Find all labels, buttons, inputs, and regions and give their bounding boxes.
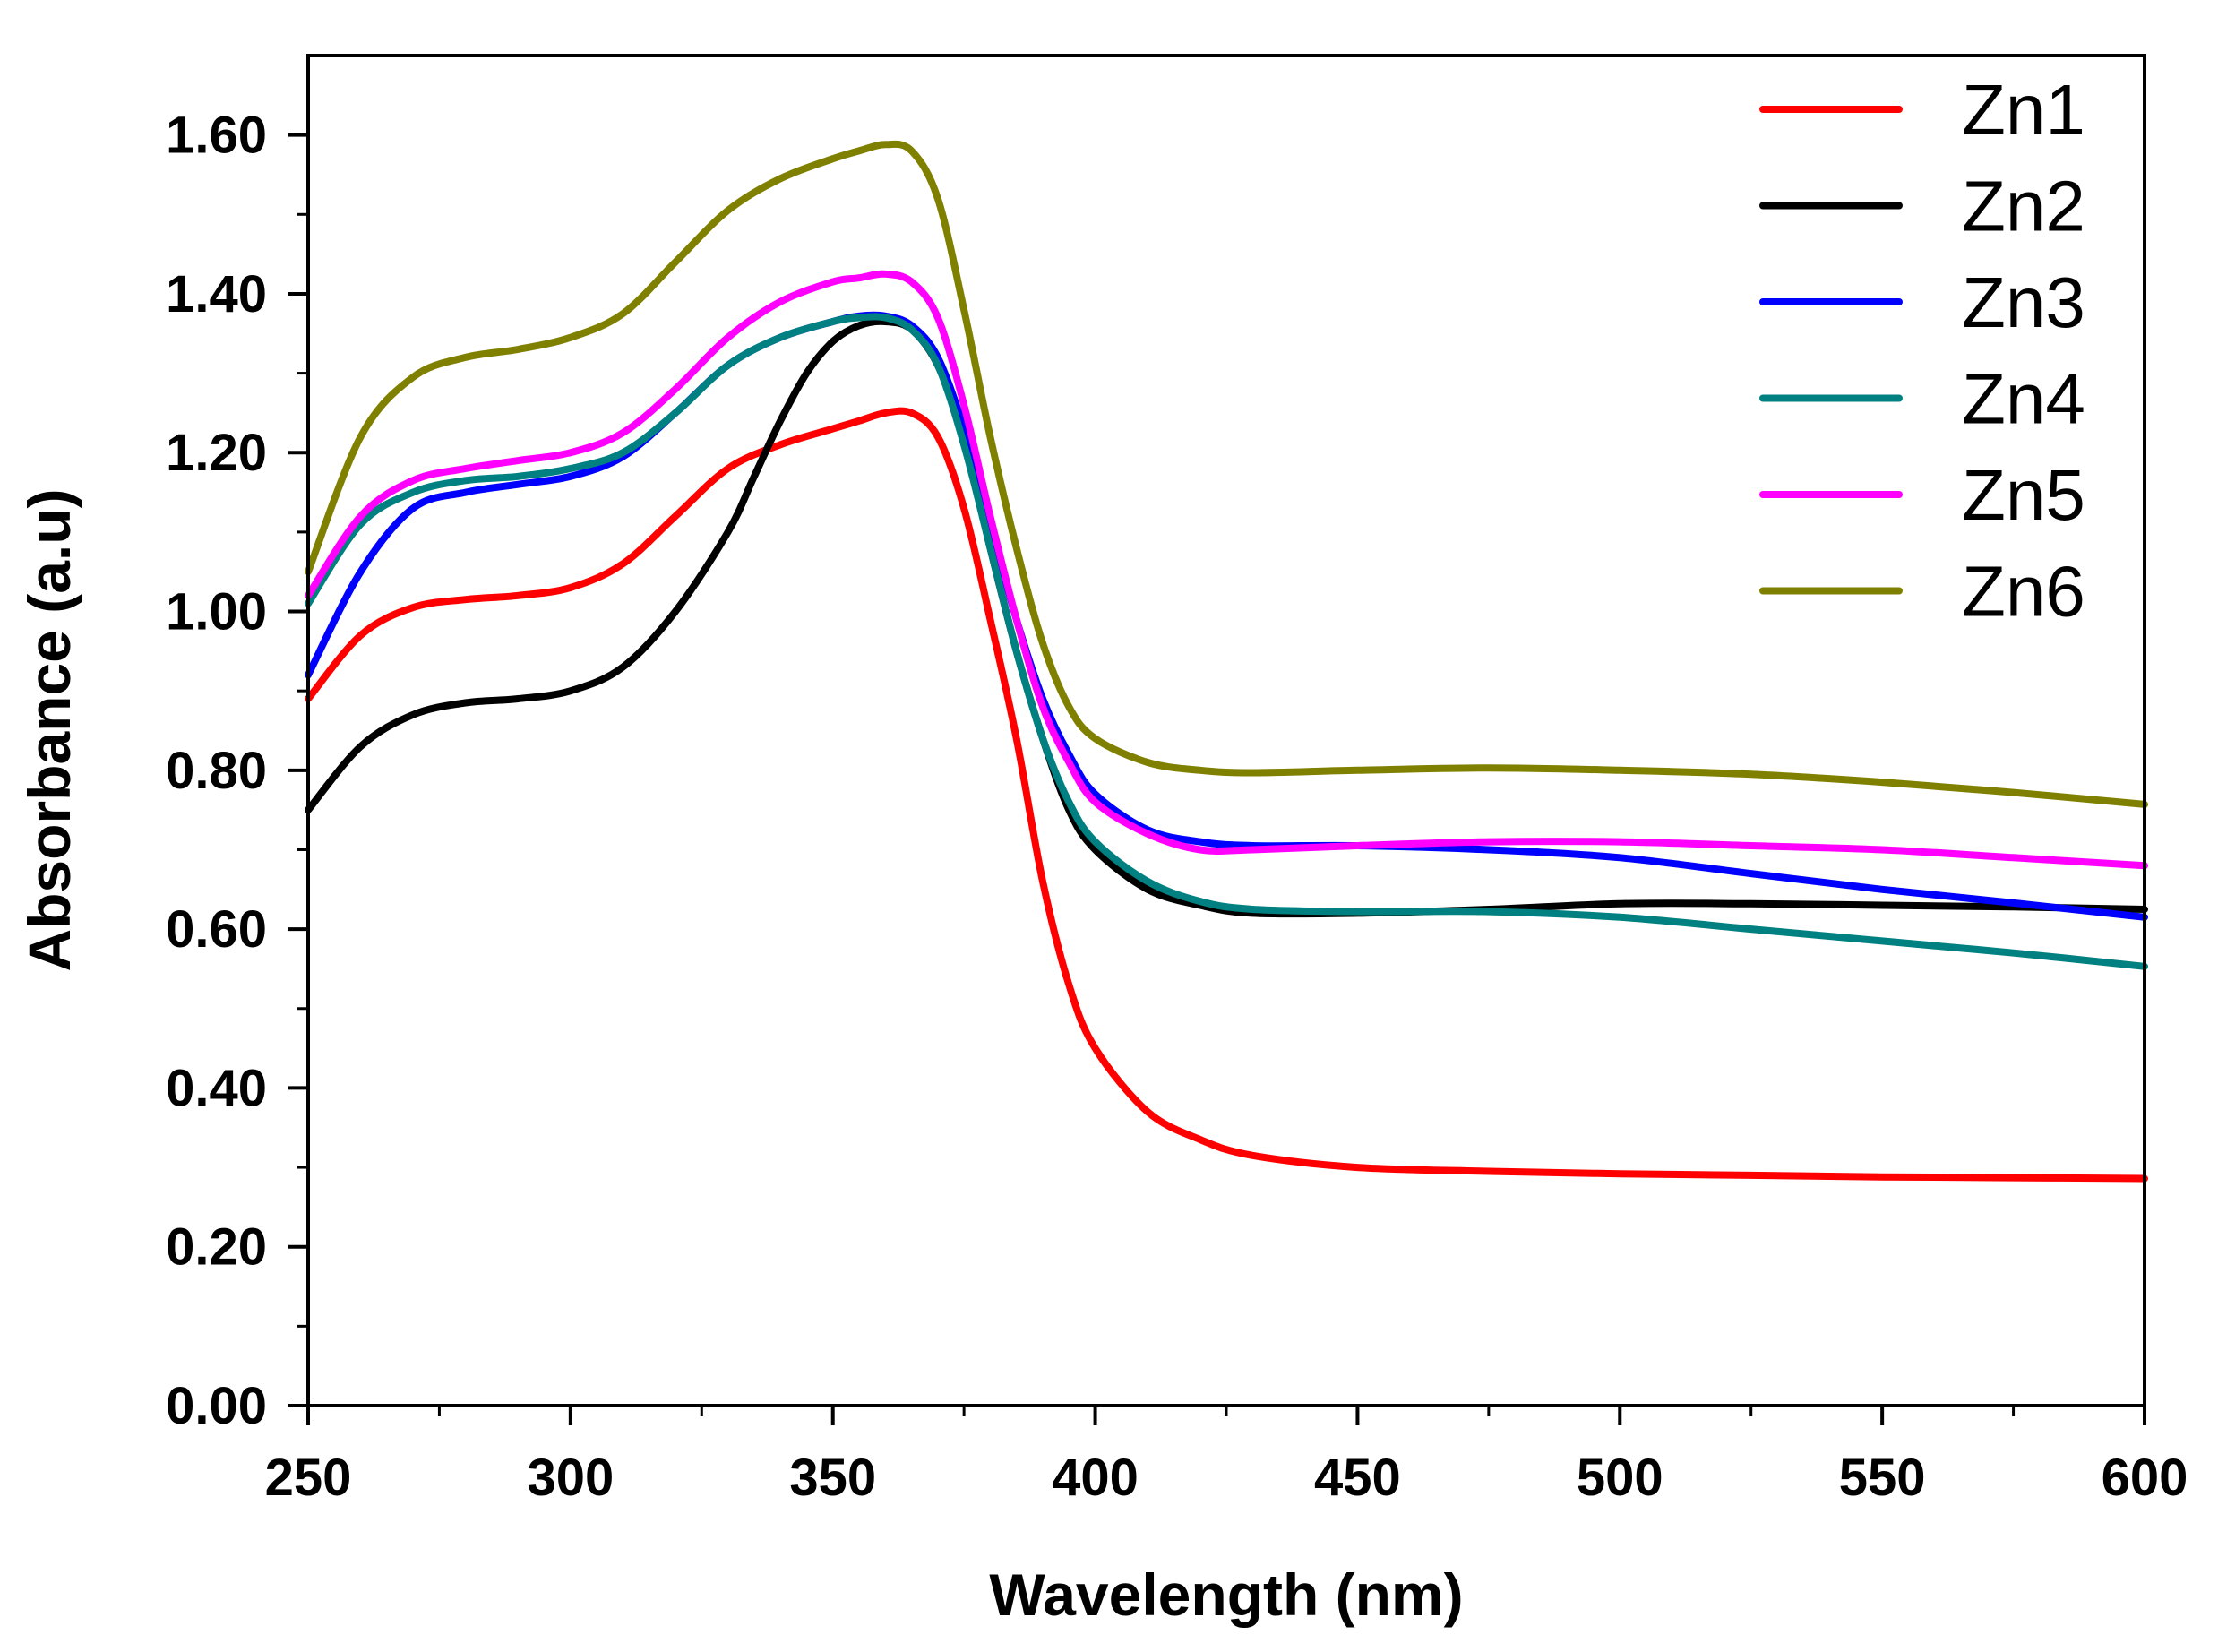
legend-label-zn1: Zn1 xyxy=(1962,70,2085,150)
legend-label-zn4: Zn4 xyxy=(1962,359,2085,439)
y-tick-label: 0.80 xyxy=(166,742,267,800)
legend-label-zn5: Zn5 xyxy=(1962,455,2085,535)
y-tick-label: 1.60 xyxy=(166,107,267,165)
legend-label-zn2: Zn2 xyxy=(1962,167,2085,246)
series-line-zn5 xyxy=(305,270,2148,870)
y-axis-title: Absorbance (a.u) xyxy=(16,488,82,971)
y-tick-label: 0.40 xyxy=(166,1059,267,1117)
series-line-zn6 xyxy=(305,140,2148,808)
legend-label-zn3: Zn3 xyxy=(1962,262,2085,342)
y-tick-label: 0.20 xyxy=(166,1218,267,1277)
series-line-zn1 xyxy=(305,407,2148,1183)
legend-label-zn6: Zn6 xyxy=(1962,552,2085,632)
series-line-zn4 xyxy=(305,313,2148,970)
x-axis-title: Wavelength (nm) xyxy=(989,1562,1463,1628)
x-tick-label: 550 xyxy=(1839,1449,1926,1507)
x-tick-label: 600 xyxy=(2102,1449,2188,1507)
y-axis-ticks: 0.00 0.20 0.40 0.60 0.80 1.00 1.20 1.40 1.60 xyxy=(166,107,308,1435)
y-tick-label: 0.00 xyxy=(166,1377,267,1435)
x-tick-label: 400 xyxy=(1052,1449,1139,1507)
legend: Zn1 Zn2 Zn3 Zn4 Zn5 Zn6 xyxy=(1759,70,2085,632)
x-tick-label: 300 xyxy=(527,1449,614,1507)
x-tick-label: 350 xyxy=(789,1449,876,1507)
y-tick-label: 1.20 xyxy=(166,424,267,482)
x-tick-label: 450 xyxy=(1314,1449,1401,1507)
x-tick-label: 500 xyxy=(1577,1449,1664,1507)
y-tick-label: 0.60 xyxy=(166,900,267,959)
x-axis-ticks: 250 300 350 400 450 500 550 600 xyxy=(265,1406,2188,1507)
series-layer xyxy=(305,140,2148,1183)
y-tick-label: 1.00 xyxy=(166,583,267,641)
x-tick-label: 250 xyxy=(265,1449,352,1507)
y-tick-label: 1.40 xyxy=(166,265,267,323)
